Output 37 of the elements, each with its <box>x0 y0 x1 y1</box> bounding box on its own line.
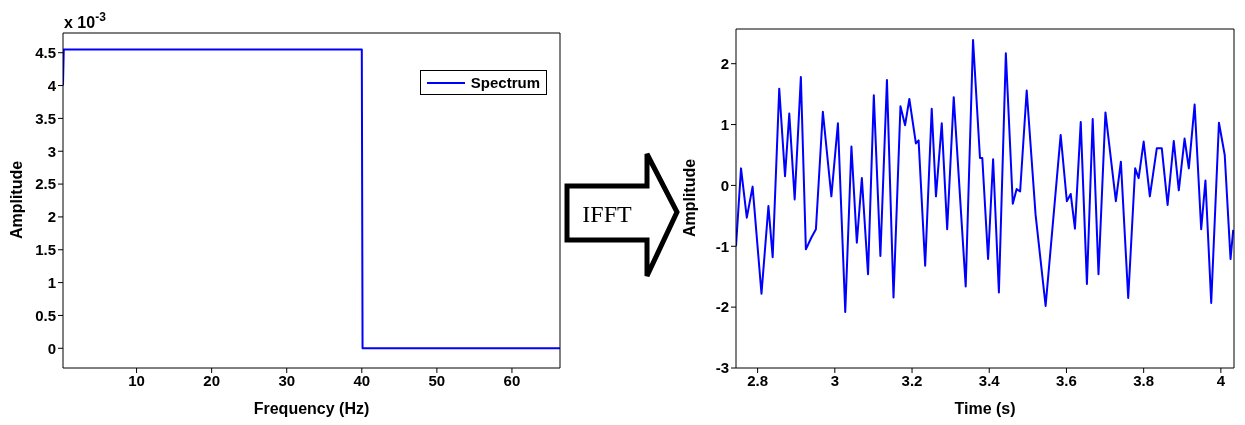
x-tick-label: 3.4 <box>978 371 1001 389</box>
x-tick-label: 30 <box>278 371 296 389</box>
y-tick-label: 0 <box>720 176 729 194</box>
x-tick-label: 3.8 <box>1133 371 1155 389</box>
x-tick-label: 40 <box>353 371 371 389</box>
y-tick-label: 4.5 <box>35 44 56 62</box>
y-axis-title: Amplitude <box>8 160 25 240</box>
x-tick-label: 3.2 <box>901 371 923 389</box>
x-tick-label: 10 <box>128 371 145 389</box>
y-tick-label: 3.5 <box>35 109 56 127</box>
y-tick-label: -3 <box>715 359 729 377</box>
y-tick-label: 1 <box>47 273 56 291</box>
x-tick-label: 2.8 <box>747 371 769 389</box>
y-tick-label: 0 <box>47 339 56 357</box>
y-tick-label: 1 <box>720 115 729 133</box>
y-tick-label: 2 <box>47 208 56 226</box>
text: x 10$^{-3}$ <box>64 10 107 31</box>
y-tick-label: -2 <box>715 298 729 316</box>
x-tick-label: 3 <box>830 371 839 389</box>
legend-label: Spectrum <box>470 74 540 91</box>
x-tick-label: 20 <box>203 371 220 389</box>
y-tick-label: 4 <box>47 76 57 94</box>
text: IFFT <box>582 201 633 227</box>
x-tick-label: 4 <box>1216 371 1226 389</box>
y-tick-label: -1 <box>715 237 729 255</box>
y-axis-title: Amplitude <box>681 158 698 238</box>
y-tick-label: 2.5 <box>35 175 56 193</box>
x-tick-label: 3.6 <box>1056 371 1077 389</box>
x-tick-label: 60 <box>503 371 521 389</box>
y-tick-label: 1.5 <box>35 241 56 259</box>
y-tick-label: 2 <box>720 55 729 73</box>
y-tick-label: 3 <box>47 142 56 160</box>
x-tick-label: 50 <box>428 371 446 389</box>
line-series <box>736 38 1234 314</box>
y-tick-label: 0.5 <box>35 306 56 324</box>
x-axis-title: Time (s) <box>954 400 1016 417</box>
x-axis-title: Frequency (Hz) <box>253 400 370 417</box>
